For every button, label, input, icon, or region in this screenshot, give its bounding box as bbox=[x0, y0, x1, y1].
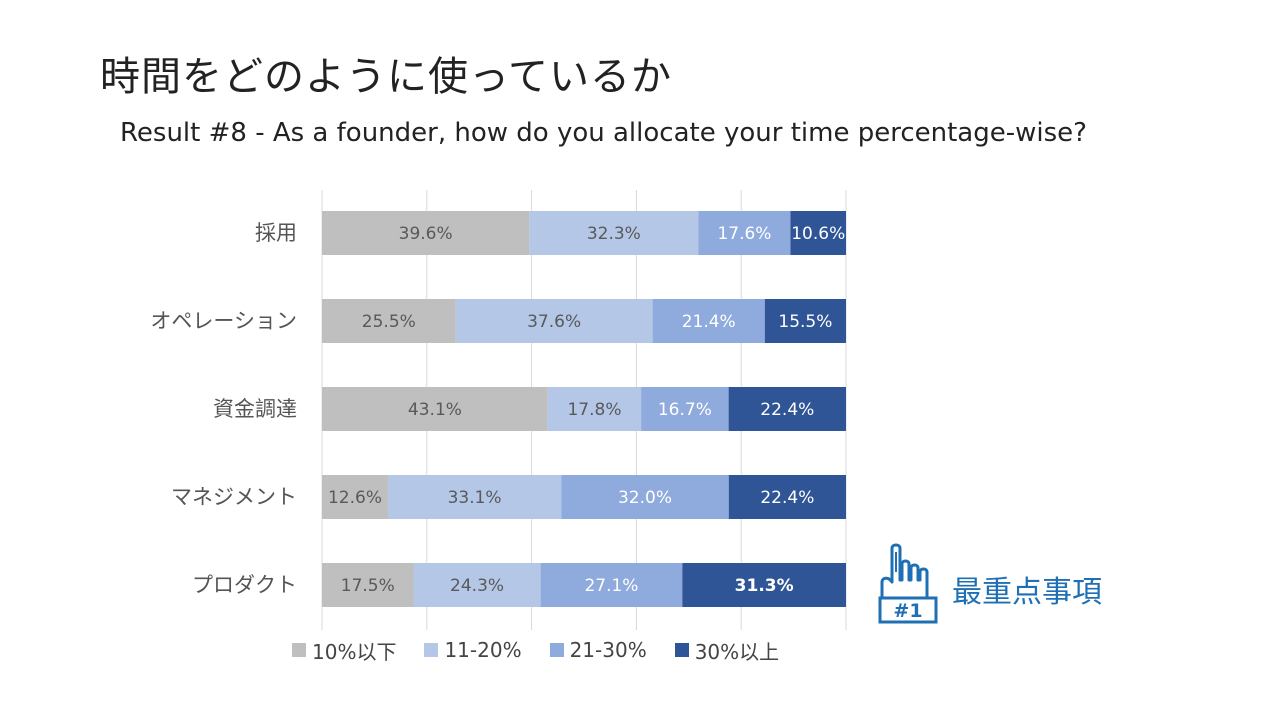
page-subtitle: Result #8 - As a founder, how do you all… bbox=[120, 118, 1087, 148]
category-label: マネジメント bbox=[171, 485, 297, 509]
data-label: 22.4% bbox=[760, 400, 814, 420]
bar-segment bbox=[652, 299, 765, 343]
bar-segment bbox=[682, 563, 846, 607]
data-label: 33.1% bbox=[448, 488, 502, 508]
bar-segment bbox=[698, 211, 791, 255]
data-label: 12.6% bbox=[328, 488, 382, 508]
priority-callout: #1 最重点事項 bbox=[878, 540, 1138, 626]
bar-series-group bbox=[322, 211, 846, 607]
category-label: 採用 bbox=[255, 221, 297, 245]
bar-segment bbox=[322, 299, 456, 343]
bar-segment bbox=[413, 563, 541, 607]
data-label: 15.5% bbox=[778, 312, 832, 332]
legend-item: 21-30% bbox=[549, 638, 647, 662]
bar-segment bbox=[322, 475, 388, 519]
data-label: 32.0% bbox=[618, 488, 672, 508]
bar-segment bbox=[529, 211, 699, 255]
data-label: 32.3% bbox=[587, 224, 641, 244]
legend-item: 10%以下 bbox=[292, 636, 396, 665]
data-label: 31.3% bbox=[735, 576, 794, 596]
legend-swatch bbox=[549, 643, 564, 657]
callout-text: 最重点事項 bbox=[952, 575, 1102, 610]
bar-segment bbox=[322, 211, 530, 255]
bar-segment bbox=[540, 563, 683, 607]
bar-segment bbox=[387, 475, 562, 519]
bar-segment bbox=[790, 211, 846, 255]
bar-segment bbox=[728, 387, 846, 431]
bar-segment bbox=[455, 299, 653, 343]
legend-label: 21-30% bbox=[569, 638, 647, 662]
data-label: 16.7% bbox=[658, 400, 712, 420]
bar-segment bbox=[561, 475, 729, 519]
legend-swatch bbox=[674, 643, 689, 657]
data-label: 37.6% bbox=[527, 312, 581, 332]
data-label: 17.5% bbox=[341, 576, 395, 596]
legend-label: 30%以上 bbox=[694, 639, 780, 664]
data-label: 25.5% bbox=[362, 312, 416, 332]
data-label: 39.6% bbox=[399, 224, 453, 244]
chart-legend: 10%以下 11-20% 21-30% 30%以上 bbox=[292, 636, 779, 664]
legend-label: 11-20% bbox=[444, 638, 522, 662]
bar-segment bbox=[641, 387, 729, 431]
data-label: 43.1% bbox=[408, 400, 462, 420]
bar-segment bbox=[322, 563, 414, 607]
data-label: 24.3% bbox=[450, 576, 504, 596]
legend-item: 30%以上 bbox=[674, 636, 780, 665]
pointing-hand-icon: #1 bbox=[878, 543, 938, 624]
data-label: 22.4% bbox=[760, 488, 814, 508]
legend-item: 11-20% bbox=[424, 638, 522, 662]
data-label: 10.6% bbox=[791, 224, 845, 244]
bar-segment bbox=[728, 475, 846, 519]
data-label: 17.8% bbox=[567, 400, 621, 420]
category-label: プロダクト bbox=[192, 573, 297, 597]
data-label: 21.4% bbox=[682, 312, 736, 332]
bar-labels-group: 39.6% 32.3% 17.6% 10.6% 25.5% 37.6% 21.4% 15.5%… bbox=[328, 224, 845, 596]
callout-badge: #1 bbox=[893, 600, 922, 622]
legend-swatch bbox=[424, 643, 439, 657]
category-label: オペレーション bbox=[150, 309, 297, 333]
bar-segment bbox=[547, 387, 642, 431]
data-label: 27.1% bbox=[584, 576, 638, 596]
page-title: 時間をどのように使っているか bbox=[100, 54, 672, 100]
bar-segment bbox=[322, 387, 548, 431]
category-label: 資金調達 bbox=[213, 397, 297, 421]
bar-segment bbox=[764, 299, 846, 343]
legend-label: 10%以下 bbox=[312, 639, 397, 664]
data-label: 17.6% bbox=[717, 224, 771, 244]
legend-swatch bbox=[292, 643, 306, 657]
